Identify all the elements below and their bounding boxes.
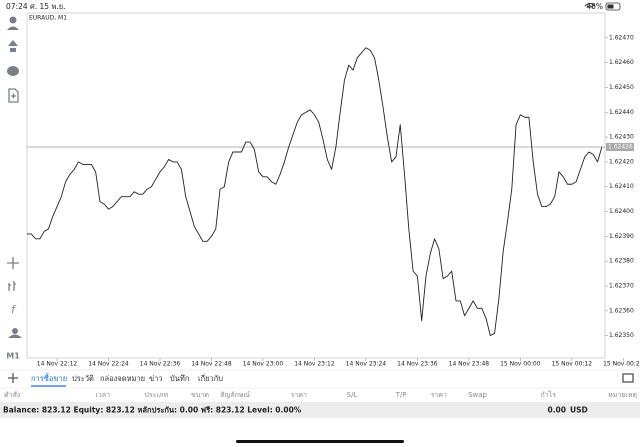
left-toolbar: f M1 — [6, 16, 22, 361]
column-header: เวลา — [95, 391, 110, 399]
status-time: 07:24 — [6, 2, 28, 11]
column-header: T/P — [395, 391, 407, 399]
current-price-label: 1.62426 — [608, 144, 633, 151]
status-date: ศ. 15 พ.ย. — [30, 2, 66, 11]
x-tick-label: 14 Nov 23:00 — [243, 361, 284, 368]
x-tick-label: 15 Nov 00:12 — [552, 361, 593, 368]
new-order-icon[interactable] — [8, 88, 19, 103]
y-tick-label: 1.62420 — [609, 158, 634, 165]
tab[interactable]: ข่าว — [149, 374, 163, 383]
wifi-icon — [584, 3, 596, 8]
chart-title: EURAUD, M1 — [29, 15, 67, 22]
plot-frame — [26, 12, 606, 359]
status-battery: 48% — [586, 2, 603, 11]
column-header: สัญลักษณ์ — [220, 391, 250, 399]
y-tick-label: 1.62410 — [609, 183, 634, 190]
layout-button[interactable] — [622, 373, 634, 383]
home-indicator — [236, 440, 404, 443]
battery-level — [607, 4, 614, 9]
column-headers: คำสั่ง เวลา ประเภท ขนาด สัญลักษณ์ ราคา S/L T/P ร… — [4, 390, 637, 399]
y-tick-label: 1.62400 — [609, 208, 634, 215]
balance-summary: Balance: 823.12 Equity: 823.12 หลักประกั… — [3, 406, 302, 415]
x-tick-label: 14 Nov 23:48 — [449, 361, 490, 368]
column-header: Swap — [468, 391, 487, 399]
x-tick-label: 15 Nov 00:24 — [603, 361, 640, 368]
tab[interactable]: บันทึก — [170, 374, 189, 383]
function-icon[interactable]: f — [11, 303, 17, 316]
crosshair-icon[interactable] — [7, 257, 19, 269]
x-tick-label: 14 Nov 22:36 — [140, 361, 181, 368]
x-tick-label: 14 Nov 22:12 — [37, 361, 78, 368]
y-tick-label: 1.62360 — [609, 307, 634, 314]
profit: 0.00 — [547, 406, 566, 415]
column-header: คำสั่ง — [4, 390, 20, 399]
indicator-icon[interactable] — [8, 281, 16, 291]
account-icon-body — [7, 26, 19, 30]
chat-icon[interactable] — [7, 66, 19, 76]
account-icon[interactable] — [9, 16, 17, 24]
y-tick-label: 1.62460 — [609, 59, 634, 66]
x-tick-label: 14 Nov 23:12 — [294, 361, 335, 368]
column-header: ขนาด — [191, 391, 209, 399]
tab[interactable]: ประวัติ — [72, 374, 94, 383]
column-header: ประเภท — [144, 391, 168, 399]
column-header: กำไร — [541, 390, 557, 399]
new-order-plus — [11, 93, 16, 99]
x-tick-label: 14 Nov 23:36 — [397, 361, 438, 368]
x-tick-label: 14 Nov 22:24 — [88, 361, 129, 368]
y-tick-label: 1.62450 — [609, 84, 634, 91]
column-header: ราคา — [291, 391, 307, 399]
add-button[interactable] — [8, 373, 18, 383]
balance-row — [0, 402, 640, 418]
y-tick-label: 1.62350 — [609, 332, 634, 339]
tab-bar: การซื้อขาย ประวัติ กล่องจดหมาย ข่าว บันทึก เก… — [31, 373, 223, 387]
column-header: ราคา — [431, 391, 447, 399]
currency: USD — [570, 406, 588, 415]
tab[interactable]: เกี่ยวกับ — [198, 373, 223, 383]
y-tick-label: 1.62470 — [609, 34, 634, 41]
objects-icon-body — [8, 334, 22, 338]
battery-icon — [605, 2, 621, 11]
x-tick-label: 15 Nov 00:00 — [500, 361, 541, 368]
y-tick-label: 1.62370 — [609, 283, 634, 290]
x-tick-label: 14 Nov 23:24 — [346, 361, 387, 368]
current-price-box — [606, 143, 634, 152]
y-tick-label: 1.62440 — [609, 109, 634, 116]
objects-icon[interactable] — [12, 328, 18, 334]
tab[interactable]: การซื้อขาย — [31, 373, 67, 383]
timeframe-button[interactable]: M1 — [6, 352, 20, 361]
price-line — [27, 47, 603, 337]
y-tick-label: 1.62430 — [609, 134, 634, 141]
column-header: หมายเหตุ — [608, 391, 637, 399]
y-tick-label: 1.62390 — [609, 233, 634, 240]
tab[interactable]: กล่องจดหมาย — [100, 374, 145, 383]
y-tick-label: 1.62380 — [609, 258, 634, 265]
column-header: S/L — [347, 391, 358, 399]
trade-icon[interactable] — [8, 40, 18, 52]
x-tick-label: 14 Nov 22:48 — [191, 361, 232, 368]
